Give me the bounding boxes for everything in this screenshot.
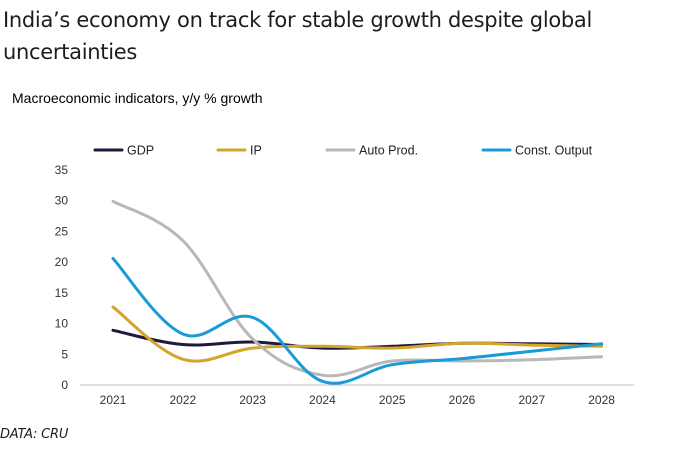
x-tick-label: 2026 — [449, 393, 476, 407]
y-tick-label: 5 — [61, 347, 68, 361]
x-tick-label: 2025 — [379, 393, 406, 407]
legend-label-ip: IP — [250, 144, 262, 158]
y-tick-label: 35 — [55, 163, 69, 177]
y-tick-label: 10 — [55, 317, 69, 331]
chart-title: Macroeconomic indicators, y/y % growth — [12, 90, 263, 106]
y-tick-label: 25 — [55, 224, 69, 238]
headline: India’s economy on track for stable grow… — [3, 8, 593, 64]
x-tick-label: 2023 — [239, 393, 266, 407]
series-lines — [111, 199, 604, 385]
series-line-ip — [111, 305, 604, 363]
y-tick-label: 15 — [55, 286, 69, 300]
x-tick-label: 2028 — [588, 393, 615, 407]
legend-label-const-output: Const. Output — [515, 144, 593, 158]
line-chart: GDP IP Auto Prod. Const. Output 05101520253… — [55, 144, 634, 407]
x-axis: 2021 2022 2023 2024 2025 2026 2027 2028 — [100, 393, 616, 407]
legend-label-gdp: GDP — [127, 144, 154, 158]
y-axis: 0 5 10 15 20 25 30 35 — [55, 163, 69, 392]
x-tick-label: 2027 — [518, 393, 545, 407]
y-tick-label: 0 — [61, 378, 68, 392]
legend-label-auto-prod: Auto Prod. — [359, 144, 418, 158]
y-tick-label: 20 — [55, 255, 69, 269]
x-tick-label: 2024 — [309, 393, 336, 407]
source-note: DATA: CRU — [0, 427, 69, 442]
series-line-auto-prod — [111, 199, 604, 378]
series-line-const-output — [111, 257, 604, 385]
legend: GDP IP Auto Prod. Const. Output — [93, 144, 593, 158]
x-tick-label: 2022 — [169, 393, 196, 407]
y-tick-label: 30 — [55, 194, 69, 208]
x-tick-label: 2021 — [100, 393, 127, 407]
